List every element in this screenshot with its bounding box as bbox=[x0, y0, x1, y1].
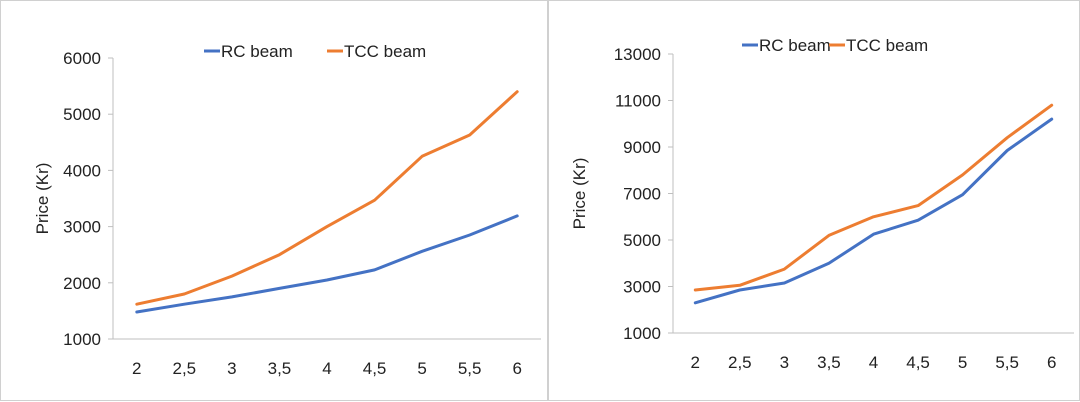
x-tick-label: 2,5 bbox=[173, 359, 197, 378]
y-tick-label: 2000 bbox=[63, 274, 101, 293]
y-axis-label: Price (Kr) bbox=[33, 163, 52, 235]
series-line-rc-beam bbox=[693, 117, 1054, 305]
legend-label: TCC beam bbox=[344, 42, 426, 61]
y-tick-label: 13000 bbox=[614, 45, 661, 64]
y-axis-label: Price (Kr) bbox=[570, 158, 589, 230]
y-tick-label: 11000 bbox=[615, 92, 661, 111]
x-tick-label: 5,5 bbox=[995, 353, 1019, 372]
x-tick-label: 4,5 bbox=[363, 359, 387, 378]
x-tick-label: 4 bbox=[322, 359, 331, 378]
x-tick-label: 5 bbox=[417, 359, 426, 378]
chart-right: 1000 3000 5000 7000 9000 11000 13000 2 2,5 3 3,5 4 4… bbox=[570, 36, 1074, 372]
legend-label: TCC beam bbox=[846, 36, 928, 55]
y-tick-label: 3000 bbox=[63, 218, 101, 237]
x-tick-label: 6 bbox=[512, 359, 521, 378]
x-tick-label: 3 bbox=[780, 353, 789, 372]
series-line-tcc-beam bbox=[693, 103, 1054, 292]
x-tick-label: 3 bbox=[227, 359, 236, 378]
chart-left: 1000 2000 3000 4000 5000 6000 2 2,5 3 3,5 4 4,5 5 5,5… bbox=[33, 42, 541, 378]
x-tick-label: 4,5 bbox=[906, 353, 930, 372]
y-tick-label: 1000 bbox=[623, 324, 661, 343]
x-tick-label: 4 bbox=[869, 353, 878, 372]
y-tick-label: 4000 bbox=[63, 161, 101, 180]
x-tick-label: 2 bbox=[691, 353, 700, 372]
y-tick-label: 1000 bbox=[63, 330, 101, 349]
series-line-rc-beam bbox=[135, 214, 519, 314]
legend-label: RC beam bbox=[221, 42, 293, 61]
x-tick-label: 3,5 bbox=[268, 359, 292, 378]
y-tick-label: 3000 bbox=[623, 278, 661, 297]
y-tick-label: 9000 bbox=[623, 138, 661, 157]
x-tick-label: 5,5 bbox=[458, 359, 482, 378]
x-tick-label: 5 bbox=[958, 353, 967, 372]
x-tick-label: 2,5 bbox=[728, 353, 752, 372]
y-tick-label: 6000 bbox=[63, 49, 101, 68]
x-tick-label: 6 bbox=[1047, 353, 1056, 372]
y-tick-label: 7000 bbox=[623, 185, 661, 204]
y-tick-label: 5000 bbox=[63, 105, 101, 124]
series-line-tcc-beam bbox=[135, 90, 519, 306]
chart-panel-right: 1000 3000 5000 7000 9000 11000 13000 2 2,5 3 3,5 4 4… bbox=[548, 0, 1080, 401]
y-tick-label: 5000 bbox=[623, 231, 661, 250]
chart-panel-left: 1000 2000 3000 4000 5000 6000 2 2,5 3 3,5 4 4,5 5 5,5… bbox=[0, 0, 548, 401]
x-tick-label: 3,5 bbox=[817, 353, 841, 372]
x-tick-label: 2 bbox=[132, 359, 141, 378]
legend-label: RC beam bbox=[759, 36, 831, 55]
